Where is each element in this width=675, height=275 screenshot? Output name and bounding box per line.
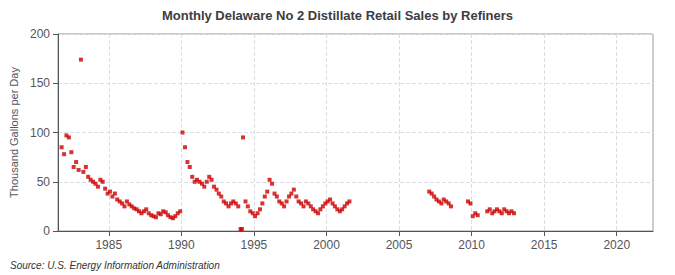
svg-text:Thousand Gallons per Day: Thousand Gallons per Day [8, 67, 20, 198]
svg-text:2015: 2015 [531, 238, 558, 252]
svg-text:1985: 1985 [95, 238, 122, 252]
svg-text:100: 100 [30, 126, 50, 140]
svg-text:50: 50 [37, 175, 51, 189]
svg-text:200: 200 [30, 27, 50, 41]
svg-text:Monthly Delaware No 2 Distilla: Monthly Delaware No 2 Distillate Retail … [162, 8, 513, 23]
svg-text:150: 150 [30, 76, 50, 90]
svg-text:1995: 1995 [241, 238, 268, 252]
svg-text:2010: 2010 [458, 238, 485, 252]
svg-text:Source: U.S. Energy Informatio: Source: U.S. Energy Information Administ… [10, 260, 220, 271]
svg-text:2005: 2005 [386, 238, 413, 252]
svg-text:2000: 2000 [313, 238, 340, 252]
svg-text:1990: 1990 [168, 238, 195, 252]
svg-text:0: 0 [43, 224, 50, 238]
svg-text:2020: 2020 [603, 238, 630, 252]
